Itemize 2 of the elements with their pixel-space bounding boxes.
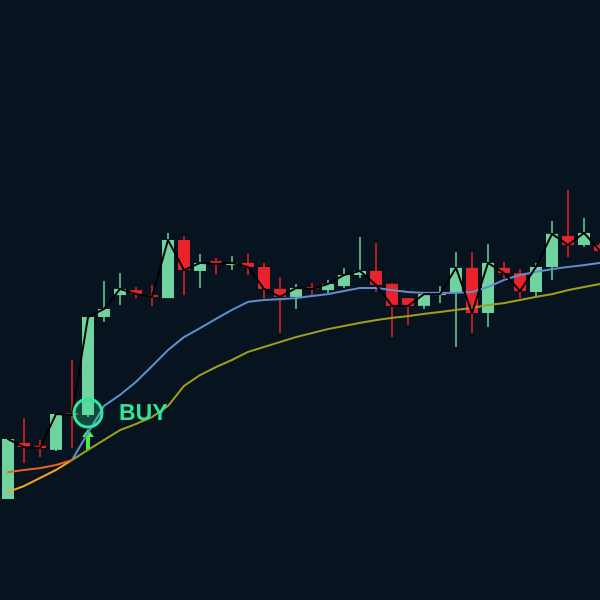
candlestick (370, 242, 382, 293)
candlestick (258, 262, 270, 299)
